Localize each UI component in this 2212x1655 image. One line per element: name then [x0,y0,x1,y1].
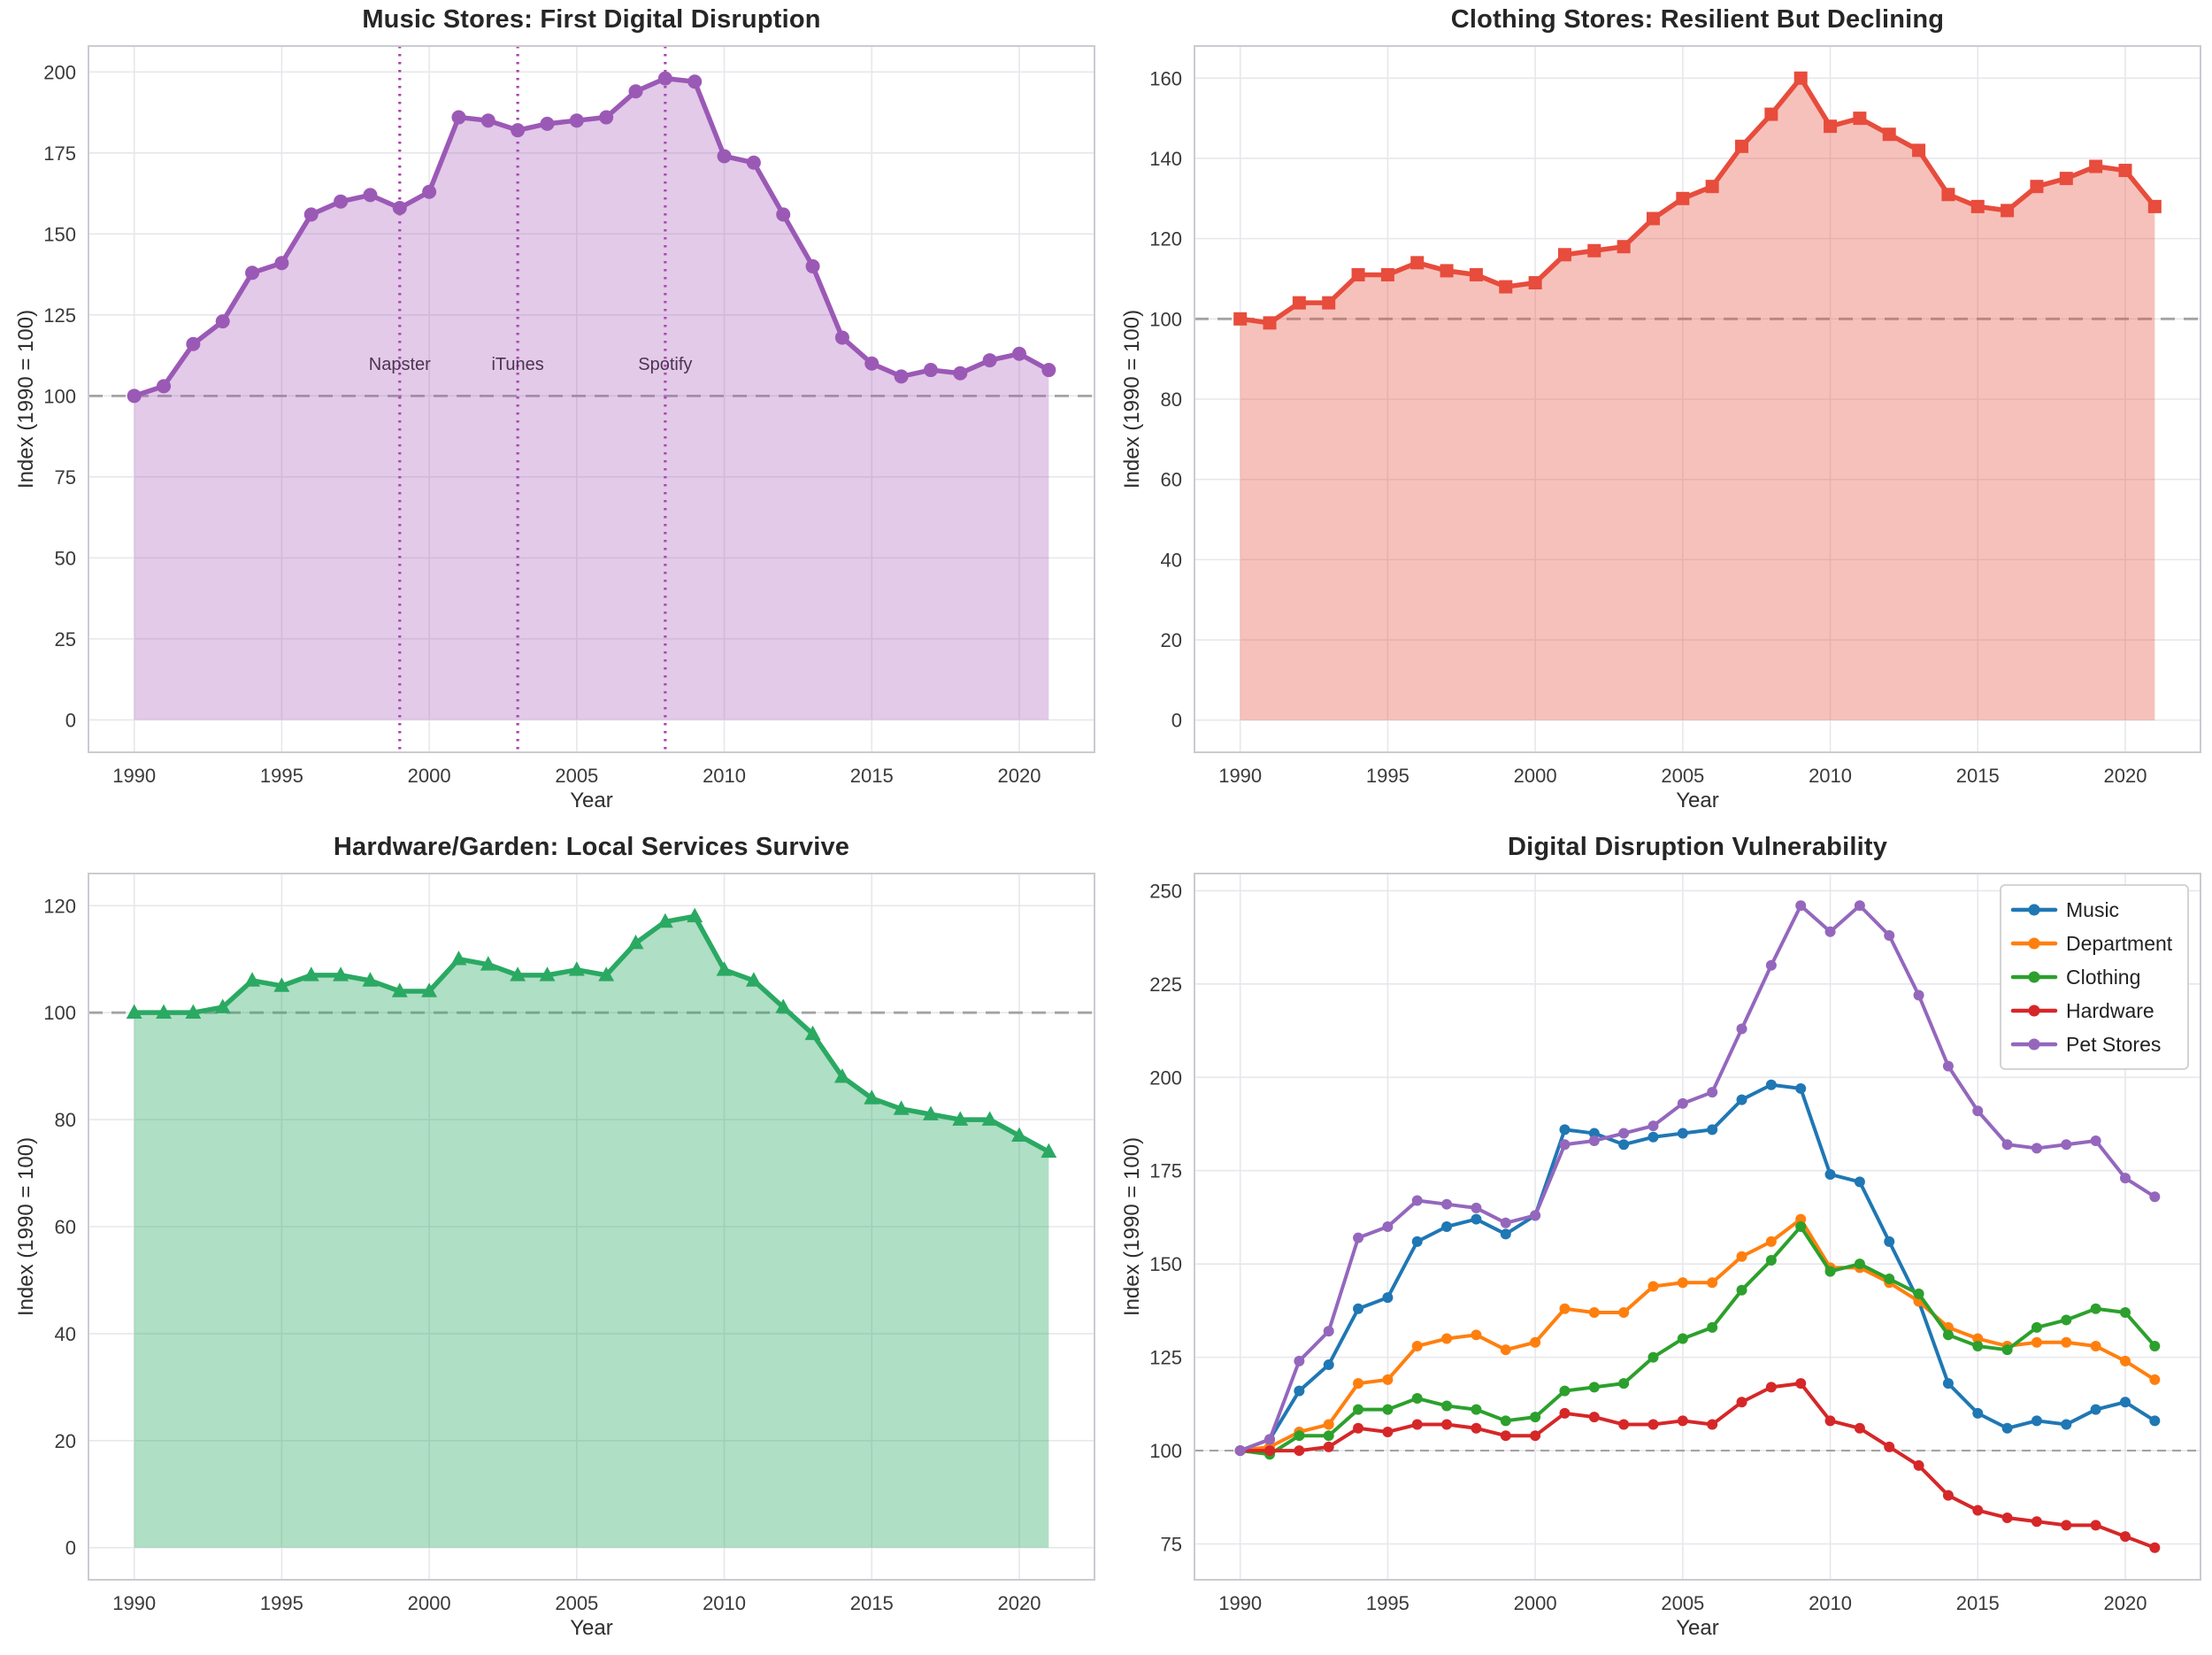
svg-text:100: 100 [43,1002,76,1024]
svg-text:1995: 1995 [1366,765,1409,787]
svg-text:80: 80 [1161,389,1182,411]
svg-text:25: 25 [55,628,76,650]
svg-text:175: 175 [1149,1160,1182,1182]
svg-text:2000: 2000 [408,1592,451,1614]
svg-text:0: 0 [65,1537,76,1559]
svg-text:1995: 1995 [1366,1592,1409,1614]
svg-text:20: 20 [55,1430,76,1452]
music-area-chart: 0 25 50 75 100 125 150 175 200 1990 1995 2000 2005 20… [43,45,1095,787]
svg-text:40: 40 [1161,549,1182,571]
svg-text:Clothing: Clothing [2066,966,2140,989]
svg-text:125: 125 [1149,1347,1182,1369]
svg-text:0: 0 [1171,710,1182,732]
svg-text:Napster: Napster [369,355,431,374]
svg-text:2015: 2015 [1956,765,2000,787]
svg-text:1990: 1990 [112,765,156,787]
x-axis-label-vulnerability: Year [1676,1616,1719,1640]
svg-text:2000: 2000 [408,765,451,787]
y-axis-label-hardware: Index (1990 = 100) [14,1136,38,1317]
chart-legend: Music Department Clothing Hardware Pet Store… [2000,884,2189,1070]
y-axis-label-clothing: Index (1990 = 100) [1120,309,1144,489]
svg-text:Hardware: Hardware [2066,999,2154,1022]
svg-text:150: 150 [43,223,76,245]
svg-text:100: 100 [1149,308,1182,330]
svg-text:1990: 1990 [1218,1592,1262,1614]
chart-title-music: Music Stores: First Digital Disruption [362,5,821,34]
svg-text:120: 120 [1149,228,1182,250]
svg-text:2020: 2020 [2103,765,2147,787]
svg-text:Pet Stores: Pet Stores [2066,1033,2161,1056]
svg-text:2020: 2020 [2103,1592,2147,1614]
svg-text:200: 200 [43,61,76,83]
svg-text:Spotify: Spotify [638,355,692,374]
x-axis-label-hardware: Year [570,1616,613,1640]
svg-text:150: 150 [1149,1253,1182,1275]
svg-text:1995: 1995 [260,765,303,787]
svg-text:2000: 2000 [1514,765,1557,787]
svg-text:60: 60 [55,1216,76,1238]
svg-text:2010: 2010 [1809,1592,1852,1614]
svg-text:200: 200 [1149,1066,1182,1089]
panel-hardware-garden: 0 20 40 60 80 100 120 1990 1995 2000 2005 2010 2015 2… [0,828,1106,1655]
svg-text:Department: Department [2066,932,2173,955]
svg-text:60: 60 [1161,469,1182,491]
x-axis-label-clothing: Year [1676,789,1719,812]
svg-text:20: 20 [1161,629,1182,651]
svg-text:2020: 2020 [997,765,1041,787]
svg-text:75: 75 [1161,1534,1182,1556]
svg-text:120: 120 [43,895,76,917]
svg-text:2005: 2005 [555,1592,598,1614]
svg-text:2015: 2015 [850,765,894,787]
svg-text:1990: 1990 [112,1592,156,1614]
svg-text:2015: 2015 [1956,1592,2000,1614]
svg-text:1990: 1990 [1218,765,1262,787]
svg-text:140: 140 [1149,148,1182,170]
svg-text:2020: 2020 [997,1592,1041,1614]
clothing-area-chart: 0 20 40 60 80 100 120 140 160 1990 1995 2000 2005 201… [1149,45,2201,787]
panel-vulnerability: 75 100 125 150 175 200 225 250 1990 1995 2000 2005 2… [1106,828,2212,1655]
svg-text:2000: 2000 [1514,1592,1557,1614]
svg-text:2010: 2010 [703,1592,746,1614]
svg-text:0: 0 [65,709,76,731]
svg-text:175: 175 [43,142,76,165]
svg-text:50: 50 [55,547,76,569]
y-axis-label-music: Index (1990 = 100) [14,309,38,489]
svg-text:225: 225 [1149,974,1182,996]
svg-text:2010: 2010 [703,765,746,787]
svg-text:80: 80 [55,1109,76,1131]
svg-text:100: 100 [43,385,76,407]
chart-title-hardware: Hardware/Garden: Local Services Survive [333,833,850,861]
svg-text:2010: 2010 [1809,765,1852,787]
svg-text:iTunes: iTunes [491,355,543,374]
svg-text:Music: Music [2066,898,2119,921]
svg-text:160: 160 [1149,67,1182,89]
chart-title-vulnerability: Digital Disruption Vulnerability [1507,833,1888,861]
svg-text:40: 40 [55,1323,76,1345]
svg-text:250: 250 [1149,880,1182,902]
svg-text:125: 125 [43,304,76,327]
svg-text:2005: 2005 [1661,1592,1704,1614]
panel-music-stores: 0 25 50 75 100 125 150 175 200 1990 1995 2000 2005 20… [0,0,1106,828]
svg-text:100: 100 [1149,1440,1182,1462]
svg-text:2015: 2015 [850,1592,894,1614]
svg-text:2005: 2005 [555,765,598,787]
vulnerability-line-chart: 75 100 125 150 175 200 225 250 1990 1995 2000 2005 2… [1149,873,2201,1614]
chart-title-clothing: Clothing Stores: Resilient But Declining [1450,5,1945,34]
hardware-area-chart: 0 20 40 60 80 100 120 1990 1995 2000 2005 2010 2015 2… [43,873,1095,1614]
panel-clothing-stores: 0 20 40 60 80 100 120 140 160 1990 1995 2000 2005 201… [1106,0,2212,828]
x-axis-label-music: Year [570,789,613,812]
svg-text:2005: 2005 [1661,765,1704,787]
y-axis-label-vulnerability: Index (1990 = 100) [1120,1136,1144,1317]
svg-text:1995: 1995 [260,1592,303,1614]
svg-text:75: 75 [55,466,76,489]
